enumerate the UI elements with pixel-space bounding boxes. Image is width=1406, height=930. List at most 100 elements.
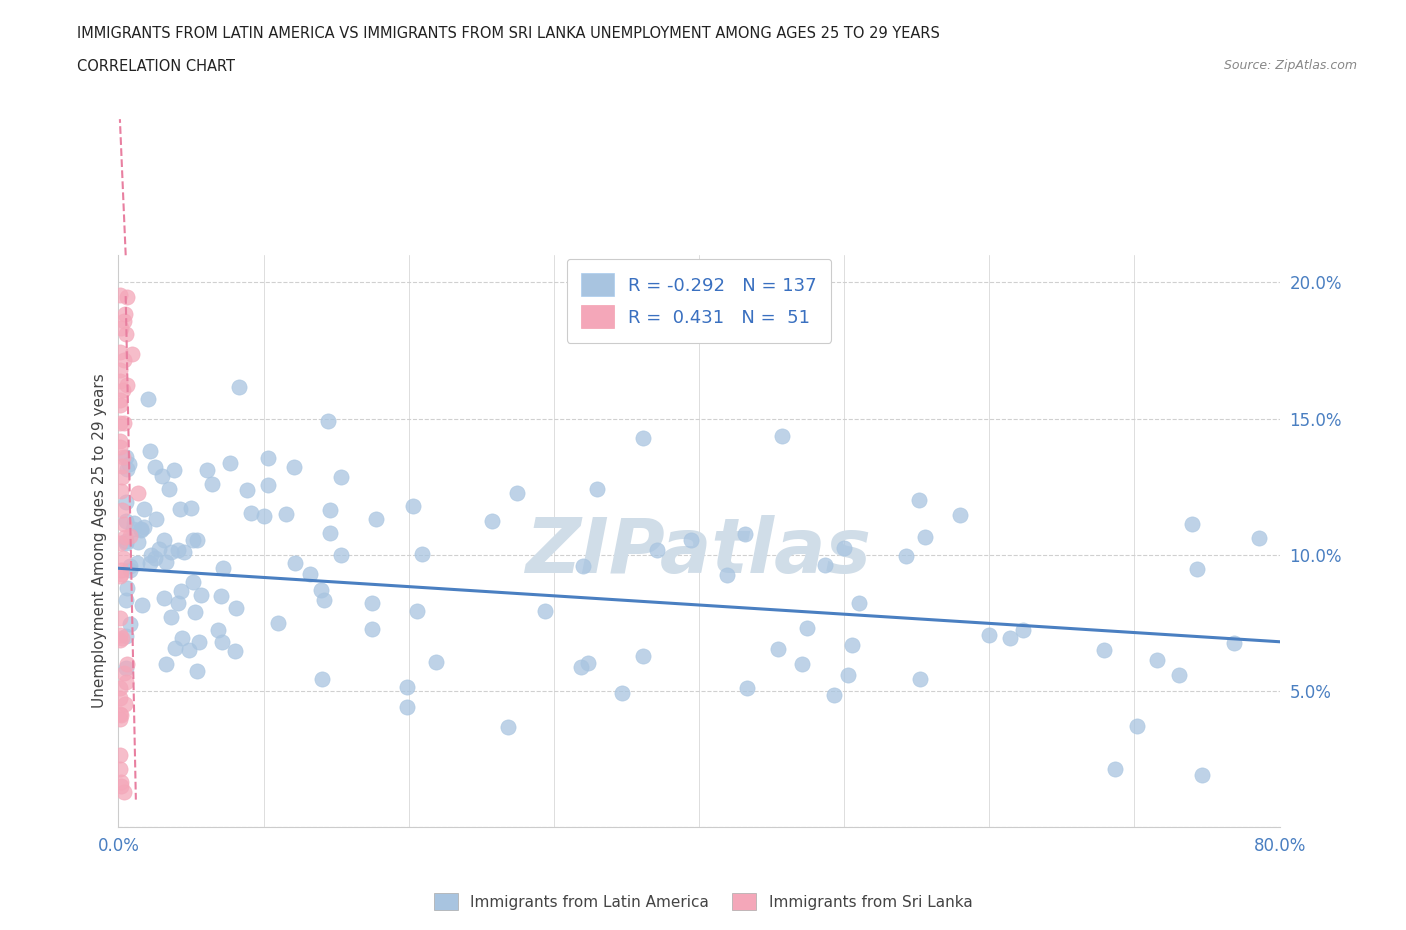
Point xyxy=(157,482,180,497)
Point xyxy=(110,566,132,581)
Point xyxy=(111,449,134,464)
Point xyxy=(181,575,204,590)
Point xyxy=(181,532,204,547)
Point xyxy=(770,429,793,444)
Point xyxy=(361,621,384,636)
Point xyxy=(796,621,818,636)
Point xyxy=(169,501,191,516)
Point xyxy=(186,664,208,679)
Point xyxy=(908,493,931,508)
Point xyxy=(112,665,135,680)
Point xyxy=(108,344,131,359)
Point xyxy=(1181,517,1204,532)
Point xyxy=(319,502,342,517)
Point xyxy=(112,352,135,367)
Point xyxy=(112,551,135,565)
Point xyxy=(131,597,153,612)
Point xyxy=(1223,635,1246,650)
Point xyxy=(177,643,200,658)
Point xyxy=(108,397,131,412)
Point xyxy=(311,671,333,686)
Point xyxy=(132,520,155,535)
Point xyxy=(115,289,138,304)
Point xyxy=(112,784,135,799)
Point xyxy=(108,433,131,448)
Point xyxy=(236,483,259,498)
Point xyxy=(218,455,240,470)
Point xyxy=(299,566,322,581)
Point xyxy=(173,545,195,560)
Point xyxy=(160,545,183,560)
Point xyxy=(894,548,917,563)
Point xyxy=(284,555,307,570)
Point xyxy=(108,287,131,302)
Point xyxy=(329,548,352,563)
Point xyxy=(108,374,131,389)
Point xyxy=(396,699,419,714)
Point xyxy=(114,530,136,545)
Point xyxy=(108,707,131,722)
Point xyxy=(170,584,193,599)
Point xyxy=(572,558,595,573)
Point xyxy=(837,668,859,683)
Text: ZIPatlas: ZIPatlas xyxy=(526,515,872,590)
Point xyxy=(1167,668,1189,683)
Point xyxy=(108,633,131,648)
Point xyxy=(150,469,173,484)
Point xyxy=(425,655,447,670)
Point xyxy=(143,551,166,565)
Point xyxy=(395,680,418,695)
Point xyxy=(228,379,250,394)
Point xyxy=(1012,622,1035,637)
Point xyxy=(118,457,141,472)
Point xyxy=(120,558,142,573)
Point xyxy=(120,563,142,578)
Point xyxy=(114,533,136,548)
Point xyxy=(329,470,352,485)
Point xyxy=(138,444,160,458)
Point xyxy=(1191,767,1213,782)
Point xyxy=(576,656,599,671)
Point xyxy=(1104,762,1126,777)
Point xyxy=(207,623,229,638)
Point xyxy=(139,555,162,570)
Point xyxy=(148,541,170,556)
Point xyxy=(586,482,609,497)
Point xyxy=(506,485,529,500)
Point xyxy=(108,362,131,377)
Point xyxy=(1125,719,1147,734)
Point xyxy=(792,657,814,671)
Point xyxy=(141,547,163,562)
Point xyxy=(534,604,557,618)
Point xyxy=(316,414,339,429)
Point xyxy=(127,535,149,550)
Point xyxy=(735,681,758,696)
Point xyxy=(180,500,202,515)
Point xyxy=(110,778,132,793)
Point xyxy=(645,543,668,558)
Text: Source: ZipAtlas.com: Source: ZipAtlas.com xyxy=(1223,59,1357,72)
Point xyxy=(257,478,280,493)
Point xyxy=(186,533,208,548)
Point xyxy=(129,521,152,536)
Point xyxy=(114,697,136,711)
Point xyxy=(136,392,159,406)
Point xyxy=(114,495,136,510)
Point xyxy=(167,595,190,610)
Point xyxy=(115,580,138,595)
Point xyxy=(716,567,738,582)
Point xyxy=(224,644,246,658)
Point xyxy=(114,513,136,528)
Point xyxy=(110,681,132,696)
Point xyxy=(188,634,211,649)
Point xyxy=(111,631,134,645)
Point xyxy=(239,506,262,521)
Point xyxy=(1146,653,1168,668)
Point xyxy=(108,440,131,455)
Point xyxy=(108,711,131,726)
Point xyxy=(823,688,845,703)
Point xyxy=(143,459,166,474)
Point xyxy=(108,611,131,626)
Point xyxy=(979,628,1001,643)
Point xyxy=(110,707,132,722)
